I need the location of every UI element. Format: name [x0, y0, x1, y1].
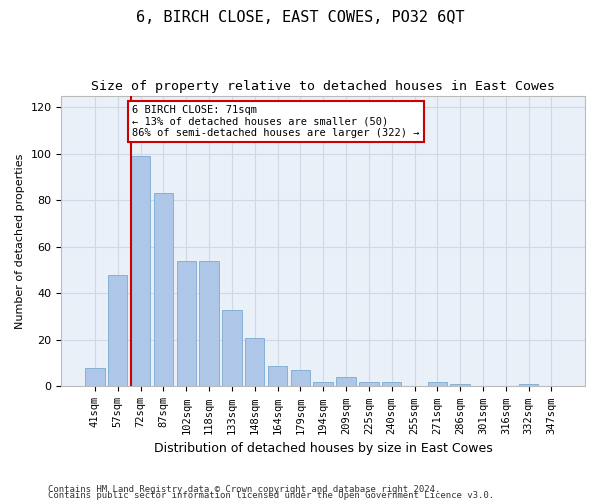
Bar	[290, 370, 310, 386]
Bar	[382, 382, 401, 386]
Bar	[131, 156, 150, 386]
Text: 6, BIRCH CLOSE, EAST COWES, PO32 6QT: 6, BIRCH CLOSE, EAST COWES, PO32 6QT	[136, 10, 464, 25]
Bar	[85, 368, 104, 386]
Text: 6 BIRCH CLOSE: 71sqm
← 13% of detached houses are smaller (50)
86% of semi-detac: 6 BIRCH CLOSE: 71sqm ← 13% of detached h…	[132, 105, 419, 138]
Bar	[154, 194, 173, 386]
Bar	[428, 382, 447, 386]
Bar	[359, 382, 379, 386]
Bar	[268, 366, 287, 386]
Bar	[519, 384, 538, 386]
Title: Size of property relative to detached houses in East Cowes: Size of property relative to detached ho…	[91, 80, 555, 93]
Bar	[451, 384, 470, 386]
X-axis label: Distribution of detached houses by size in East Cowes: Distribution of detached houses by size …	[154, 442, 493, 455]
Bar	[245, 338, 265, 386]
Bar	[313, 382, 333, 386]
Bar	[108, 274, 127, 386]
Bar	[199, 261, 219, 386]
Y-axis label: Number of detached properties: Number of detached properties	[15, 154, 25, 328]
Text: Contains public sector information licensed under the Open Government Licence v3: Contains public sector information licen…	[48, 490, 494, 500]
Bar	[176, 261, 196, 386]
Text: Contains HM Land Registry data © Crown copyright and database right 2024.: Contains HM Land Registry data © Crown c…	[48, 484, 440, 494]
Bar	[222, 310, 242, 386]
Bar	[337, 377, 356, 386]
